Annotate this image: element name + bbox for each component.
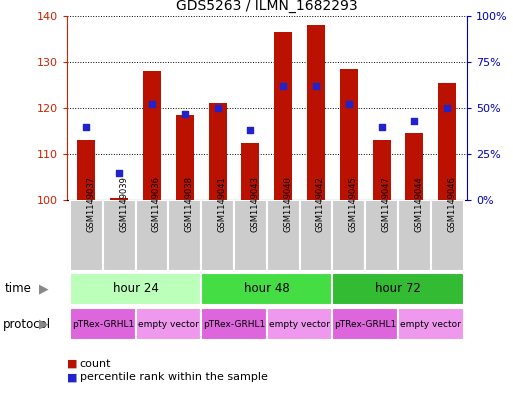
Text: ■: ■ bbox=[67, 372, 77, 382]
Bar bbox=[209, 103, 227, 200]
Bar bbox=[307, 25, 325, 200]
Text: empty vector: empty vector bbox=[400, 320, 461, 329]
Text: empty vector: empty vector bbox=[269, 320, 330, 329]
Bar bbox=[70, 308, 135, 340]
Bar bbox=[340, 69, 358, 200]
Text: GSM1149040: GSM1149040 bbox=[283, 176, 292, 232]
Bar bbox=[438, 83, 456, 200]
Point bbox=[312, 83, 320, 89]
Bar bbox=[365, 200, 398, 271]
Text: GSM1149039: GSM1149039 bbox=[119, 176, 128, 232]
Bar bbox=[372, 140, 390, 200]
Bar bbox=[398, 308, 464, 340]
Bar bbox=[176, 115, 194, 200]
Bar bbox=[70, 200, 103, 271]
Text: GSM1149037: GSM1149037 bbox=[86, 176, 95, 232]
Text: pTRex-GRHL1: pTRex-GRHL1 bbox=[334, 320, 396, 329]
Text: hour 72: hour 72 bbox=[375, 282, 421, 296]
Text: GSM1149044: GSM1149044 bbox=[415, 176, 423, 232]
Point bbox=[345, 101, 353, 108]
Bar bbox=[135, 308, 201, 340]
Text: percentile rank within the sample: percentile rank within the sample bbox=[80, 372, 267, 382]
Point bbox=[246, 127, 254, 133]
Title: GDS5263 / ILMN_1682293: GDS5263 / ILMN_1682293 bbox=[176, 0, 358, 13]
Text: time: time bbox=[5, 282, 32, 296]
Text: ▶: ▶ bbox=[39, 282, 48, 296]
Bar bbox=[267, 308, 332, 340]
Bar bbox=[267, 200, 300, 271]
Text: hour 24: hour 24 bbox=[113, 282, 159, 296]
Point bbox=[213, 105, 222, 111]
Point bbox=[410, 118, 419, 124]
Point bbox=[148, 101, 156, 108]
Bar bbox=[405, 134, 423, 200]
Text: GSM1149043: GSM1149043 bbox=[250, 176, 260, 232]
Bar bbox=[110, 198, 128, 200]
Bar bbox=[201, 308, 267, 340]
Bar bbox=[135, 200, 168, 271]
Point bbox=[378, 123, 386, 130]
Bar bbox=[332, 273, 464, 305]
Bar bbox=[143, 71, 161, 200]
Bar bbox=[168, 200, 201, 271]
Bar bbox=[431, 200, 464, 271]
Bar bbox=[201, 200, 234, 271]
Bar bbox=[201, 273, 332, 305]
Text: ▶: ▶ bbox=[39, 318, 48, 331]
Text: protocol: protocol bbox=[3, 318, 51, 331]
Bar bbox=[70, 273, 201, 305]
Text: GSM1149036: GSM1149036 bbox=[152, 176, 161, 232]
Bar bbox=[332, 308, 398, 340]
Point bbox=[279, 83, 287, 89]
Text: GSM1149046: GSM1149046 bbox=[447, 176, 456, 232]
Text: GSM1149041: GSM1149041 bbox=[218, 176, 227, 232]
Bar bbox=[103, 200, 135, 271]
Bar bbox=[398, 200, 431, 271]
Bar bbox=[300, 200, 332, 271]
Bar bbox=[332, 200, 365, 271]
Bar bbox=[234, 200, 267, 271]
Text: GSM1149047: GSM1149047 bbox=[382, 176, 390, 232]
Point bbox=[82, 123, 90, 130]
Bar bbox=[274, 32, 292, 200]
Text: GSM1149045: GSM1149045 bbox=[349, 176, 358, 232]
Text: GSM1149038: GSM1149038 bbox=[185, 176, 194, 232]
Text: pTRex-GRHL1: pTRex-GRHL1 bbox=[72, 320, 134, 329]
Text: ■: ■ bbox=[67, 358, 77, 369]
Point bbox=[181, 110, 189, 117]
Text: empty vector: empty vector bbox=[138, 320, 199, 329]
Bar bbox=[77, 140, 95, 200]
Bar bbox=[241, 143, 260, 200]
Text: pTRex-GRHL1: pTRex-GRHL1 bbox=[203, 320, 265, 329]
Point bbox=[115, 169, 123, 176]
Text: GSM1149042: GSM1149042 bbox=[316, 176, 325, 232]
Text: hour 48: hour 48 bbox=[244, 282, 290, 296]
Text: count: count bbox=[80, 358, 111, 369]
Point bbox=[443, 105, 451, 111]
